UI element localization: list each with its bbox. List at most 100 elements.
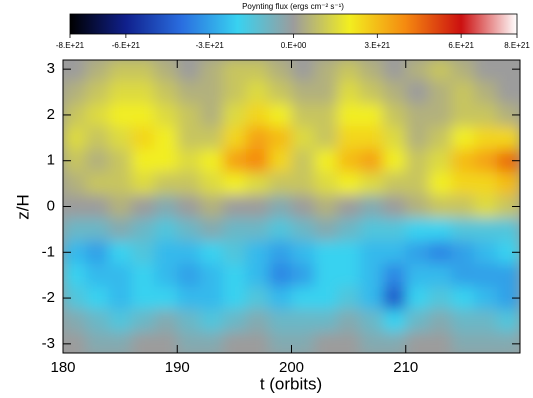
heatmap-cell (360, 172, 384, 196)
heatmap-cell (291, 126, 315, 150)
heatmap-cell (268, 309, 292, 333)
heatmap-cell (451, 60, 475, 82)
heatmap-cell (314, 286, 338, 311)
heatmap-cell (291, 80, 315, 104)
heatmap-cell (200, 217, 224, 242)
heatmap-cell (451, 286, 475, 311)
heatmap-cell (222, 263, 247, 288)
heatmap-cell (382, 263, 407, 288)
heatmap-cells (63, 60, 520, 353)
heatmap-cell (497, 240, 520, 265)
heatmap-cell (451, 195, 475, 219)
heatmap-cell (405, 103, 430, 127)
heatmap-cell (382, 126, 407, 150)
heatmap-cell (314, 309, 338, 333)
heatmap-cell (245, 286, 270, 311)
heatmap-cell (108, 286, 133, 311)
colorbar-tick-label: 6.E+21 (448, 41, 474, 50)
heatmap-cell (177, 240, 201, 265)
heatmap-cell (474, 240, 498, 265)
heatmap-cell (131, 80, 155, 104)
heatmap-cell (428, 126, 452, 150)
heatmap-cell (154, 60, 178, 82)
heatmap-cell (337, 240, 361, 265)
heatmap-cell (63, 80, 87, 104)
heatmap-cell (108, 126, 133, 150)
heatmap-cell (405, 286, 430, 311)
heatmap-cell (451, 263, 475, 288)
heatmap-cell (337, 332, 361, 353)
heatmap-cell (497, 172, 520, 196)
heatmap-cell (222, 103, 247, 127)
heatmap-cell (154, 126, 178, 150)
heatmap-cell (497, 126, 520, 150)
heatmap-cell (291, 240, 315, 265)
heatmap-cell (360, 309, 384, 333)
heatmap-cell (200, 149, 224, 173)
heatmap-cell (360, 149, 384, 173)
heatmap-cell (154, 172, 178, 196)
heatmap-cell (451, 217, 475, 242)
colorbar-tick-label: 3.E+21 (365, 41, 391, 50)
heatmap-cell (474, 195, 498, 219)
heatmap-cell (131, 217, 155, 242)
heatmap-cell (497, 217, 520, 242)
heatmap-cell (85, 172, 110, 196)
heatmap-cell (177, 126, 201, 150)
heatmap-cell (291, 103, 315, 127)
heatmap-cell (108, 217, 133, 242)
heatmap-cell (360, 60, 384, 82)
heatmap-cell (154, 309, 178, 333)
x-tick-label: 190 (165, 359, 190, 376)
heatmap-cell (177, 309, 201, 333)
heatmap-cell (108, 80, 133, 104)
heatmap-cell (63, 126, 87, 150)
heatmap-cell (314, 217, 338, 242)
heatmap-cell (428, 309, 452, 333)
y-tick-label: 1 (47, 152, 55, 169)
heatmap-cell (268, 332, 292, 353)
heatmap-cell (360, 103, 384, 127)
heatmap-cell (497, 103, 520, 127)
heatmap-cell (200, 263, 224, 288)
heatmap-cell (382, 172, 407, 196)
heatmap-cell (405, 195, 430, 219)
heatmap-cell (474, 103, 498, 127)
x-tick-label: 180 (50, 359, 75, 376)
heatmap-cell (405, 80, 430, 104)
heatmap-cell (474, 286, 498, 311)
heatmap-cell (200, 80, 224, 104)
heatmap-cell (497, 80, 520, 104)
heatmap-cell (63, 332, 87, 353)
heatmap-cell (405, 263, 430, 288)
heatmap-cell (85, 195, 110, 219)
heatmap-cell (314, 240, 338, 265)
heatmap-cell (451, 149, 475, 173)
heatmap-cell (200, 60, 224, 82)
heatmap-cell (108, 309, 133, 333)
heatmap-cell (200, 126, 224, 150)
heatmap-cell (108, 240, 133, 265)
heatmap-cell (154, 240, 178, 265)
heatmap-cell (360, 217, 384, 242)
heatmap-cell (63, 195, 87, 219)
heatmap-cell (177, 80, 201, 104)
y-tick-label: 2 (47, 106, 55, 123)
heatmap-cell (314, 263, 338, 288)
heatmap-cell (177, 149, 201, 173)
heatmap-cell (108, 195, 133, 219)
colorbar-tick-label: -3.E+21 (196, 41, 225, 50)
heatmap-cell (63, 286, 87, 311)
heatmap-cell (245, 332, 270, 353)
heatmap-cell (497, 149, 520, 173)
heatmap-cell (177, 332, 201, 353)
heatmap-cell (337, 103, 361, 127)
heatmap-cell (474, 309, 498, 333)
heatmap-cell (497, 60, 520, 82)
heatmap-cell (245, 149, 270, 173)
heatmap-cell (131, 60, 155, 82)
heatmap-cell (131, 332, 155, 353)
heatmap-cell (360, 80, 384, 104)
heatmap-cell (451, 103, 475, 127)
